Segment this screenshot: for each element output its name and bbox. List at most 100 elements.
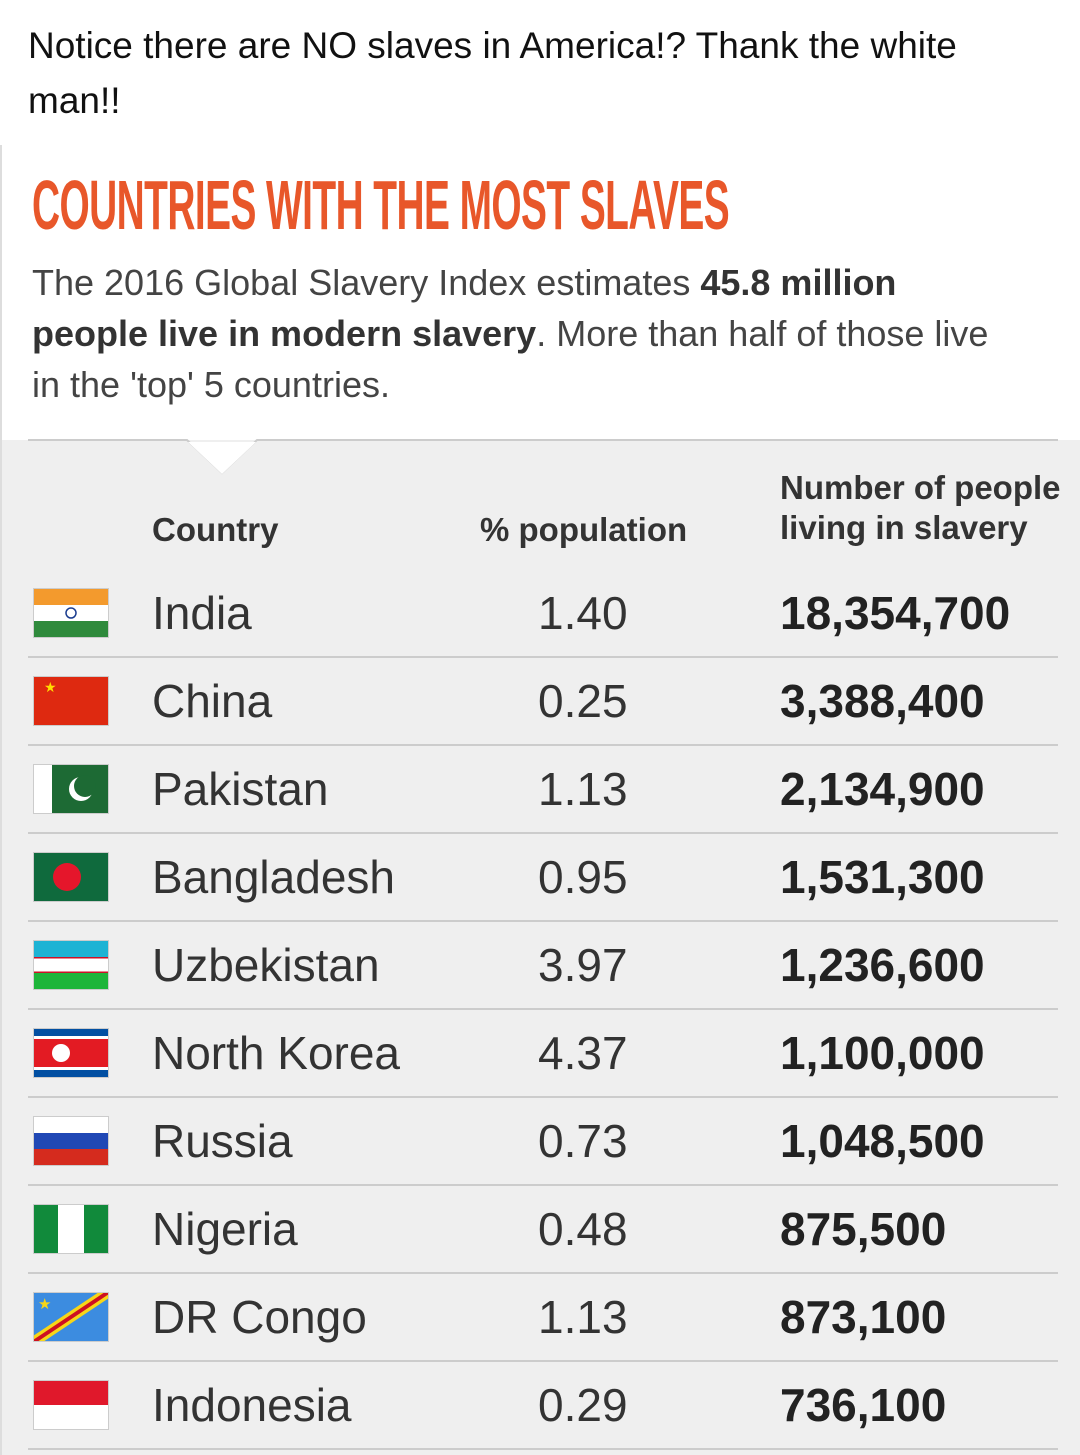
table-row: ★ China 0.25 3,388,400 (28, 658, 1058, 746)
flag-icon (33, 1380, 109, 1430)
percent-population: 0.48 (538, 1203, 628, 1255)
flag-icon (33, 852, 109, 902)
flag-part (33, 1292, 109, 1342)
flag-part (33, 940, 109, 957)
country-name: Nigeria (152, 1203, 298, 1255)
table-row: North Korea 4.37 1,100,000 (28, 1010, 1058, 1098)
percent-population: 4.37 (538, 1027, 628, 1079)
flag-part (33, 971, 109, 973)
flag-part (65, 607, 77, 619)
header-pointer (28, 439, 1058, 475)
flag-part: ★ (44, 679, 57, 695)
flag-icon (33, 1204, 109, 1254)
slavery-count: 3,388,400 (780, 675, 985, 727)
slavery-count: 1,236,600 (780, 939, 985, 991)
percent-population: 0.73 (538, 1115, 628, 1167)
slavery-count: 1,048,500 (780, 1115, 985, 1167)
flag-part (33, 1036, 109, 1039)
flag-part (33, 676, 109, 726)
table-row: ★ DR Congo 1.13 873,100 (28, 1274, 1058, 1362)
flag-icon: ★ (33, 676, 109, 726)
country-name: Pakistan (152, 763, 329, 815)
subtitle: The 2016 Global Slavery Index estimates … (32, 257, 1022, 410)
flag-part (33, 1116, 109, 1166)
pointer-fill (188, 442, 256, 474)
flag-part: ★ (38, 1296, 51, 1313)
table-row: Pakistan 1.13 2,134,900 (28, 746, 1058, 834)
flag-icon (33, 940, 109, 990)
post-text: Notice there are NO slaves in America!? … (28, 25, 957, 121)
country-name: Russia (152, 1115, 293, 1167)
infographic-title: COUNTRIES WITH THE MOST SLAVES (32, 166, 730, 244)
flag-part (33, 764, 109, 814)
flag-part (33, 1028, 109, 1036)
flag-icon: ★ (33, 1292, 109, 1342)
flag-part (33, 1380, 109, 1430)
slavery-count: 736,100 (780, 1379, 947, 1431)
slavery-count: 18,354,700 (780, 587, 1011, 639)
flag-part (33, 1204, 109, 1254)
flag-part (84, 1204, 109, 1254)
flag-part (33, 1149, 109, 1166)
flag-part (33, 1028, 109, 1078)
flag-part (33, 1070, 109, 1078)
flag-part (33, 1039, 109, 1067)
flag-part (58, 1204, 84, 1254)
flag-part (33, 1116, 109, 1133)
column-header: Number of people living in slavery (780, 469, 1061, 546)
flag-part (33, 958, 109, 972)
pointer-line (28, 439, 1058, 475)
country-name: India (152, 587, 252, 639)
flag-part (33, 973, 109, 990)
flag-part (33, 1405, 109, 1430)
flag-part (74, 775, 96, 797)
flag-icon (33, 764, 109, 814)
percent-population: 0.25 (538, 675, 628, 727)
flag-part (33, 588, 109, 638)
flag-part (33, 676, 109, 726)
country-name: Bangladesh (152, 851, 395, 903)
percent-population: 1.40 (538, 587, 628, 639)
infographic: COUNTRIES WITH THE MOST SLAVES The 2016 … (0, 145, 1080, 1455)
flag-part (52, 1044, 70, 1062)
table-row: Indonesia 0.29 736,100 (28, 1362, 1058, 1450)
column-header: % population (480, 511, 688, 548)
table: Country % population Number of people li… (2, 440, 1080, 1455)
flag-part (33, 852, 109, 902)
table-row: Nigeria 0.48 875,500 (28, 1186, 1058, 1274)
subtitle-text: The 2016 Global Slavery Index estimates (32, 262, 701, 303)
slavery-count: 873,100 (780, 1291, 947, 1343)
flag-part (33, 764, 52, 814)
subtitle-bold: 45.8 million people live in modern slave… (32, 262, 897, 354)
country-name: Uzbekistan (152, 939, 380, 991)
flag-part (33, 1067, 109, 1070)
country-name: Indonesia (152, 1379, 352, 1431)
slavery-count: 1,531,300 (780, 851, 985, 903)
country-name: DR Congo (152, 1291, 367, 1343)
flag-part (33, 940, 109, 990)
slavery-count: 1,100,000 (780, 1027, 985, 1079)
flag-icon (33, 1028, 109, 1078)
table-row: Bangladesh 0.95 1,531,300 (28, 834, 1058, 922)
percent-population: 0.29 (538, 1379, 628, 1431)
flag-part (33, 1292, 109, 1342)
table-row: India 1.40 18,354,700 (28, 570, 1058, 658)
percent-population: 0.95 (538, 851, 628, 903)
flag-part (33, 1380, 109, 1405)
slavery-count: 2,134,900 (780, 763, 985, 815)
slavery-count: 875,500 (780, 1203, 947, 1255)
percent-population: 3.97 (538, 939, 628, 991)
column-header: Country (152, 511, 279, 548)
flag-part (33, 588, 109, 605)
flag-part (33, 1204, 58, 1254)
table-row: Russia 0.73 1,048,500 (28, 1098, 1058, 1186)
flag-part (53, 863, 81, 891)
flag-part (33, 621, 109, 638)
percent-population: 1.13 (538, 763, 628, 815)
flag-part (33, 605, 109, 621)
percent-population: 1.13 (538, 1291, 628, 1343)
flag-icon (33, 588, 109, 638)
flag-icon (33, 1116, 109, 1166)
flag-part (33, 957, 109, 959)
